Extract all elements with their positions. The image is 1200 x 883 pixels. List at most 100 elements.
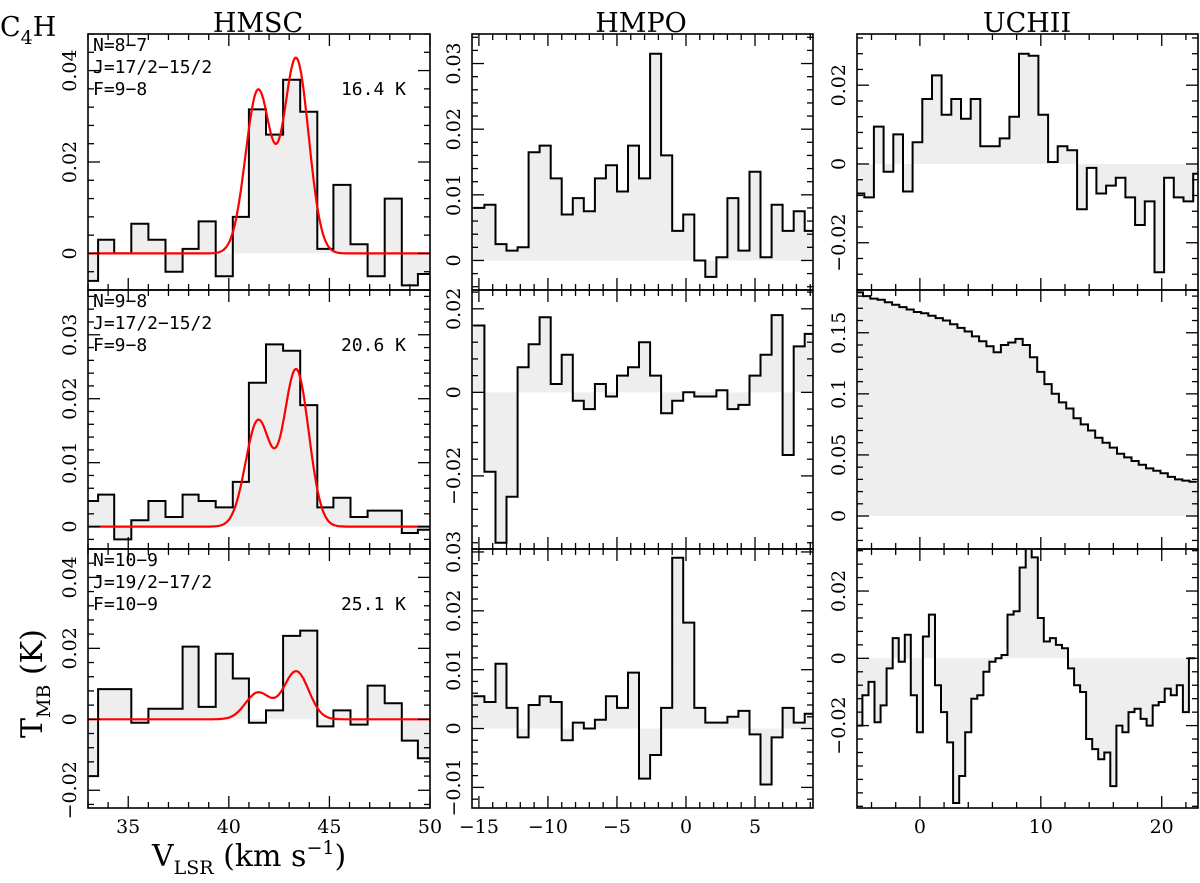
spectrum-fill-bin bbox=[971, 658, 978, 699]
spectrum-fill-bin bbox=[1167, 476, 1176, 517]
spectrum-fill-bin bbox=[1164, 658, 1172, 689]
spectrum-fill-bin bbox=[1138, 464, 1147, 517]
spectrum-fill-bin bbox=[283, 79, 301, 254]
spectrum-fill-bin bbox=[583, 211, 596, 261]
spectrum-fill-bin bbox=[1066, 408, 1074, 517]
y-tick-label: 0.04 bbox=[59, 556, 81, 598]
spectrum-fill-bin bbox=[198, 706, 217, 720]
spectrum-fill-bin bbox=[561, 728, 574, 741]
spectrum-fill-bin bbox=[884, 302, 893, 517]
spectrum-fill-bin bbox=[873, 126, 885, 164]
spectrum-fill-bin bbox=[716, 390, 728, 393]
spectrum-line bbox=[88, 78, 430, 287]
panel-frame bbox=[471, 548, 814, 809]
panel-hmsc-row1: 0 0.02 0.04 bbox=[59, 33, 431, 291]
spectrum-fill-bin bbox=[941, 114, 952, 164]
spectrum-fill-bin bbox=[333, 497, 351, 527]
spectrum-fill-bin bbox=[683, 214, 695, 261]
transition-label: F=9−8 bbox=[93, 335, 147, 356]
transition-label: J=17/2−15/2 bbox=[93, 313, 212, 334]
x-tick-label: 10 bbox=[1029, 816, 1053, 838]
spectrum-fill-bin bbox=[506, 707, 518, 729]
spectrum-fill-bin bbox=[983, 658, 990, 672]
temperature-label: 25.1 K bbox=[341, 594, 406, 615]
spectrum-fill-bin bbox=[114, 689, 132, 720]
spectrum-fill-bin bbox=[495, 244, 507, 261]
spectrum-fill-bin bbox=[749, 375, 761, 393]
spectrum-fill-bin bbox=[550, 178, 563, 261]
spectrum-fill-bin bbox=[384, 510, 403, 527]
spectrum-fill-bin bbox=[727, 198, 739, 261]
spectrum-fill-bin bbox=[561, 354, 574, 393]
spectrum-fill-bin bbox=[317, 248, 334, 254]
spectrum-fill-bin bbox=[928, 315, 936, 517]
spectrum-fill-bin bbox=[1115, 163, 1126, 178]
y-tick-label: 0 bbox=[59, 713, 81, 725]
spectrum-fill-bin bbox=[1013, 611, 1021, 659]
spectrum-fill-bin bbox=[1140, 658, 1148, 719]
spectrum-fill-bin bbox=[98, 239, 115, 254]
spectrum-fill-bin bbox=[98, 689, 115, 720]
y-tick-label: 0.02 bbox=[443, 288, 465, 330]
spectrum-fill-bin bbox=[616, 707, 629, 729]
spectrum-fill-bin bbox=[495, 392, 507, 543]
spectrum-fill-bin bbox=[401, 719, 419, 741]
spectrum-line bbox=[88, 629, 430, 778]
plot-area bbox=[857, 52, 1198, 274]
spectrum-fill-bin bbox=[232, 481, 250, 527]
spectrum-fill-bin bbox=[1160, 473, 1169, 517]
spectrum-fill-bin bbox=[883, 163, 894, 172]
plot-area bbox=[473, 556, 813, 786]
panel-frame bbox=[471, 289, 814, 550]
spectrum-fill-bin bbox=[705, 722, 717, 729]
spectrum-fill-bin bbox=[550, 383, 563, 393]
spectrum-fill-bin bbox=[1080, 424, 1089, 517]
spectrum-fill-bin bbox=[367, 685, 386, 720]
spectrum-fill-bin bbox=[165, 517, 183, 527]
spectrum-fill-bin bbox=[114, 526, 132, 540]
spectrum-fill-bin bbox=[727, 392, 739, 410]
spectrum-fill-bin bbox=[999, 138, 1010, 164]
spectrum-fill-bin bbox=[650, 53, 662, 261]
spectrum-fill-bin bbox=[248, 109, 267, 254]
transition-label: N=10−9 bbox=[93, 550, 158, 571]
spectrum-fill-bin bbox=[672, 557, 684, 729]
column-title-hmsc: HMSC bbox=[213, 8, 303, 39]
column-title-hmpo: HMPO bbox=[595, 8, 687, 39]
y-tick-label: 0.15 bbox=[828, 312, 850, 354]
column-title-uchii: UCHII bbox=[983, 8, 1071, 39]
spectrum-fill-bin bbox=[1037, 371, 1045, 517]
spectrum-fill-bin bbox=[683, 622, 695, 729]
spectrum-fill-bin bbox=[1058, 402, 1067, 517]
spectrum-fill-bin bbox=[165, 253, 183, 272]
spectrum-fill-bin bbox=[941, 658, 948, 713]
y-tick-label: 0 bbox=[443, 254, 465, 266]
spectrum-fill-bin bbox=[993, 352, 1002, 517]
spectrum-fill-bin bbox=[1124, 457, 1132, 517]
spectrum-fill-bin bbox=[971, 336, 980, 517]
spectrum-fill-bin bbox=[957, 327, 966, 517]
spectrum-fill-bin bbox=[517, 367, 530, 393]
panel-uchii-row2: 0 0.05 0.1 0.15 bbox=[828, 289, 1199, 550]
spectrum-fill-bin bbox=[583, 392, 596, 410]
panel-hmpo-row1: 0 0.01 0.02 0.03 bbox=[443, 33, 814, 291]
transition-label: J=19/2−17/2 bbox=[93, 572, 212, 593]
spectrum-fill-bin bbox=[1087, 430, 1096, 517]
spectrum-fill-bin bbox=[550, 702, 563, 729]
spectrum-fill-bin bbox=[804, 230, 813, 261]
spectrum-fill-bin bbox=[922, 98, 933, 164]
spectrum-fill-bin bbox=[1049, 638, 1057, 659]
spectrum-fill-bin bbox=[749, 171, 761, 261]
spectrum-fill-bin bbox=[980, 146, 991, 164]
spectrum-fill-bin bbox=[1125, 163, 1136, 198]
spectrum-fill-bin bbox=[594, 719, 607, 729]
spectrum-fill-bin bbox=[661, 155, 673, 261]
y-tick-label: 0.01 bbox=[59, 442, 81, 484]
model-fit-line bbox=[88, 56, 430, 255]
spectrum-fill-bin bbox=[317, 719, 334, 727]
spectrum-fill-bin bbox=[782, 392, 795, 456]
spectrum-fill-bin bbox=[517, 247, 530, 261]
spectrum-line bbox=[857, 291, 1197, 483]
spectrum-fill-bin bbox=[1182, 658, 1190, 713]
spectrum-fill-bin bbox=[1110, 658, 1117, 787]
